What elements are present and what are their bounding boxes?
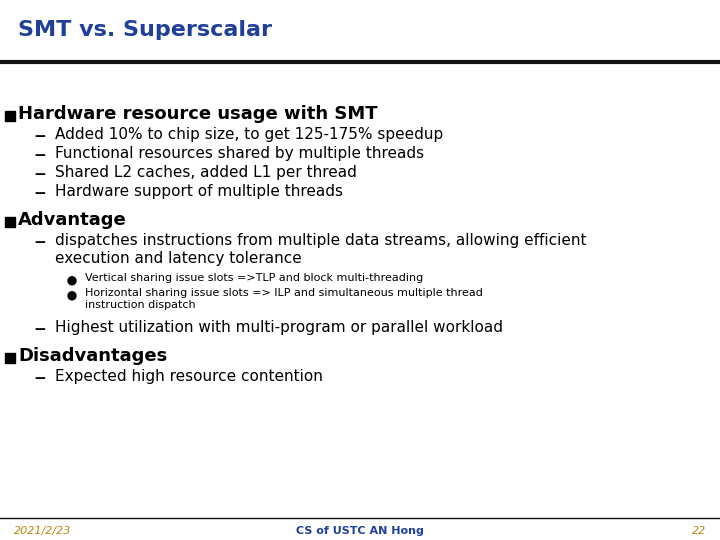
Text: Functional resources shared by multiple threads: Functional resources shared by multiple … (55, 146, 424, 161)
Bar (5, 111, 15, 121)
Text: Advantage: Advantage (18, 211, 127, 229)
Text: −: − (34, 167, 46, 182)
Circle shape (68, 292, 76, 300)
Text: −: − (34, 235, 46, 250)
Text: Hardware resource usage with SMT: Hardware resource usage with SMT (18, 105, 377, 123)
Text: dispatches instructions from multiple data streams, allowing efficient
execution: dispatches instructions from multiple da… (55, 233, 587, 266)
Circle shape (68, 277, 76, 285)
Text: −: − (34, 148, 46, 163)
Text: Hardware support of multiple threads: Hardware support of multiple threads (55, 184, 343, 199)
Text: −: − (34, 186, 46, 201)
Bar (5, 353, 15, 363)
Text: SMT vs. Superscalar: SMT vs. Superscalar (18, 20, 272, 40)
Text: Shared L2 caches, added L1 per thread: Shared L2 caches, added L1 per thread (55, 165, 357, 180)
Text: −: − (34, 322, 46, 337)
Bar (5, 217, 15, 227)
Text: −: − (34, 129, 46, 144)
Text: Highest utilization with multi-program or parallel workload: Highest utilization with multi-program o… (55, 320, 503, 335)
Text: Added 10% to chip size, to get 125-175% speedup: Added 10% to chip size, to get 125-175% … (55, 127, 444, 142)
Text: −: − (34, 371, 46, 386)
Text: Expected high resource contention: Expected high resource contention (55, 369, 323, 384)
Text: Disadvantages: Disadvantages (18, 347, 167, 365)
Text: Vertical sharing issue slots =>TLP and block multi-threading: Vertical sharing issue slots =>TLP and b… (85, 273, 423, 284)
Text: 2021/2/23: 2021/2/23 (14, 526, 71, 536)
Text: Horizontal sharing issue slots => ILP and simultaneous multiple thread
instructi: Horizontal sharing issue slots => ILP an… (85, 288, 483, 310)
Text: 22: 22 (692, 526, 706, 536)
Text: CS of USTC AN Hong: CS of USTC AN Hong (296, 526, 424, 536)
